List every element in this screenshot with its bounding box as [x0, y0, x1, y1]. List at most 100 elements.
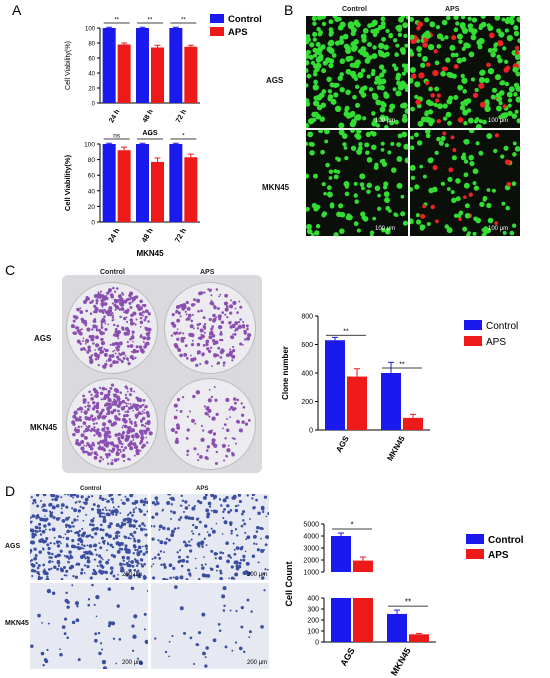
- significance-marker: **: [147, 133, 153, 140]
- scale-bar-label: 200 μm: [247, 660, 268, 666]
- significance-marker: **: [181, 18, 186, 24]
- transwell-ags-aps: [151, 494, 269, 580]
- y-tick-label: 100: [307, 629, 319, 636]
- chart-c-clone-number: 0 200 400 600 800 ** AGS ** MKN45 Clone number Con…: [281, 314, 518, 463]
- bar-control: [325, 340, 345, 430]
- y-axis-label: Cell Viability(%): [65, 41, 72, 90]
- legend-swatch: [464, 336, 482, 346]
- bar-control: [331, 536, 351, 572]
- colony-dish-ags-control: [66, 282, 158, 374]
- panel-c-row-ags: AGS: [34, 334, 52, 343]
- transwell-mkn45-control: [30, 583, 148, 669]
- legend-label: Control: [486, 321, 518, 332]
- scale-bar-label: 100 μm: [375, 118, 396, 124]
- y-tick-label: 200: [307, 618, 319, 625]
- significance-marker: **: [399, 362, 405, 369]
- significance-marker: **: [405, 598, 411, 607]
- x-tick-label: 72 h: [175, 109, 188, 125]
- y-tick-label: 800: [301, 314, 313, 321]
- cell-texture: [306, 130, 408, 236]
- panel-b-row-mkn45: MKN45: [262, 183, 290, 192]
- colony-texture: [71, 383, 153, 466]
- chart-d-cell-count: 1000 2000 3000 4000 5000 0 100 200 300 400 * AGS ** M…: [284, 521, 524, 678]
- colony-dish-mkn45-control: [66, 378, 158, 470]
- bar-control: [169, 144, 183, 222]
- y-tick-label: 0: [315, 640, 319, 647]
- y-tick-label: 60: [88, 57, 95, 63]
- y-tick-label: 80: [88, 157, 96, 164]
- panel-c-col-control: Control: [100, 269, 125, 276]
- y-tick-label: 200: [301, 399, 313, 406]
- stain-texture: [154, 585, 266, 668]
- panel-d-col-control: Control: [80, 486, 102, 492]
- scale-bar-label: 100 μm: [488, 226, 509, 232]
- y-tick-label: 60: [88, 173, 96, 180]
- colony-texture: [170, 386, 251, 465]
- transwell-ags-control: [30, 494, 148, 580]
- colony-texture: [170, 288, 252, 367]
- significance-marker: **: [343, 329, 349, 336]
- x-axis-label: MKN45: [136, 249, 164, 258]
- panel-d-col-aps: APS: [196, 486, 209, 492]
- legend-label: APS: [486, 337, 506, 348]
- significance-marker: *: [182, 133, 185, 140]
- bar-control: [381, 373, 401, 430]
- y-tick-label: 2000: [303, 558, 319, 565]
- bar-aps: [151, 47, 164, 103]
- x-tick-label: 72 h: [173, 226, 189, 244]
- bar-aps: [347, 376, 367, 430]
- y-tick-label: 0: [91, 220, 95, 227]
- legend-swatch: [210, 14, 224, 23]
- x-tick-label: AGS: [338, 646, 356, 668]
- bar-aps: [184, 46, 198, 103]
- y-tick-label: 400: [307, 596, 319, 603]
- bar-control: [169, 28, 183, 103]
- stain-texture: [151, 494, 269, 580]
- scale-bar-label: 200 μm: [122, 660, 143, 666]
- bar-aps: [151, 161, 164, 222]
- x-axis-label-ags: AGS: [142, 130, 158, 137]
- cell-texture: [410, 16, 520, 128]
- y-tick-label: 20: [88, 87, 95, 93]
- panel-c-col-aps: APS: [200, 269, 215, 276]
- colony-texture: [70, 286, 152, 369]
- x-tick-label: 24 h: [108, 109, 121, 125]
- chart-a-ags-viability: 0 20 40 60 80 100 ** 24 h ** 48 h ** 72 h Cell Viabi…: [65, 14, 262, 125]
- panel-c-row-mkn45: MKN45: [30, 423, 58, 432]
- legend-swatch: [464, 320, 482, 330]
- legend-label: APS: [228, 27, 248, 38]
- y-tick-label: 80: [88, 42, 95, 48]
- legend-swatch: [210, 27, 224, 36]
- y-tick-label: 4000: [303, 534, 319, 541]
- panel-d-row-mkn45: MKN45: [5, 620, 29, 627]
- panel-d-row-ags: AGS: [5, 543, 21, 550]
- y-axis-label: Clone number: [281, 346, 290, 400]
- colony-dish-mkn45-aps: [164, 378, 256, 470]
- fluorescence-mkn45-control: [306, 130, 408, 236]
- x-tick-label: 48 h: [142, 109, 155, 125]
- panel-label-a: A: [12, 2, 22, 18]
- legend-label: Control: [488, 535, 524, 546]
- scale-bar-label: 100 μm: [375, 226, 396, 232]
- scale-bar-label: 100 μm: [488, 118, 509, 124]
- bar-aps: [117, 44, 131, 103]
- significance-marker: **: [148, 18, 153, 24]
- panel-b-col-control: Control: [342, 6, 367, 13]
- y-tick-label: 3000: [303, 546, 319, 553]
- bar-control: [102, 28, 116, 103]
- bar-control: [136, 28, 149, 103]
- bar-aps: [403, 417, 423, 430]
- cell-texture: [306, 16, 408, 128]
- x-tick-label: MKN45: [385, 434, 407, 462]
- fluorescence-ags-control: [306, 16, 408, 128]
- x-tick-label: MKN45: [389, 646, 413, 677]
- bar-aps: [409, 634, 429, 642]
- significance-marker: **: [114, 18, 119, 24]
- bar-aps: [117, 150, 131, 222]
- chart-a-mkn45-viability: AGS 0 20 40 60 80 100 ns 24 h ** 48 h * 72 h Cell Via…: [63, 130, 200, 258]
- y-tick-label: 300: [307, 607, 319, 614]
- fluorescence-mkn45-aps: [410, 130, 520, 236]
- panel-b-row-ags: AGS: [266, 76, 284, 85]
- stain-texture: [30, 494, 148, 580]
- y-axis-label: Cell Viability(%): [63, 154, 72, 211]
